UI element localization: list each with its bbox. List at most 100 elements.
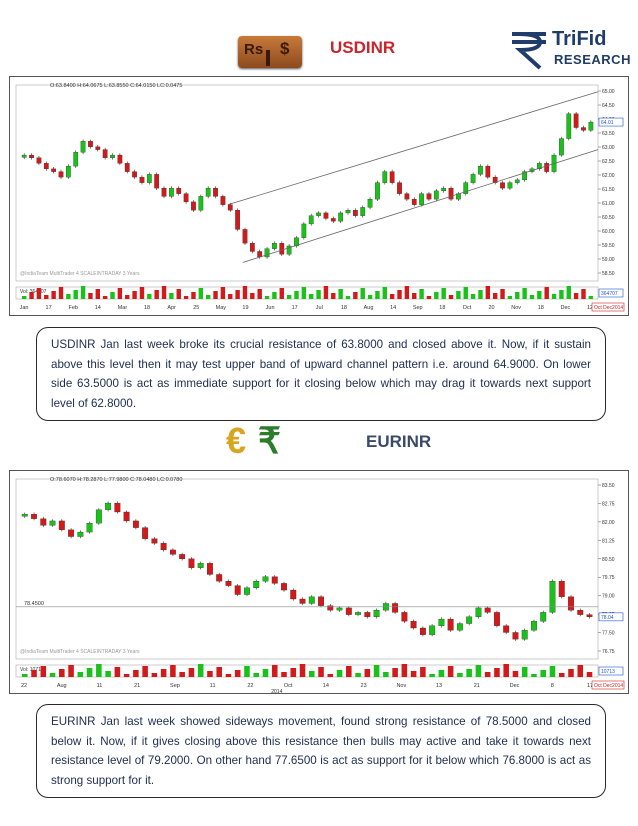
volume-bar <box>426 296 432 299</box>
volume-bar <box>154 290 159 299</box>
candle-body <box>21 514 28 517</box>
y-tick-label: 65.00 <box>602 89 615 95</box>
x-tick-label: 14 <box>323 683 329 689</box>
volume-bar <box>338 289 343 299</box>
eurinr-chart-svg: O:78.6070 H:78.2870 L:77.9800 C:78.0480 … <box>15 477 625 695</box>
y-tick-label: 59.00 <box>602 257 615 263</box>
price-panel <box>15 478 599 660</box>
eurinr-chart: O:78.6070 H:78.2870 L:77.9800 C:78.0480 … <box>9 470 629 695</box>
volume-bar <box>581 289 586 299</box>
candle-body <box>235 210 240 230</box>
date-box <box>591 302 625 312</box>
candle-body <box>216 574 223 582</box>
candle-body <box>58 520 65 530</box>
volume-bar <box>364 669 371 677</box>
candle-body <box>364 612 371 617</box>
volume-bar <box>522 288 527 299</box>
candle-body <box>197 563 204 568</box>
volume-bar <box>216 667 222 677</box>
y-tick-label: 76.75 <box>602 649 615 655</box>
trifid-research-text: RESEARCH <box>554 52 631 67</box>
candle-body <box>327 605 334 611</box>
volume-value-box <box>598 288 624 298</box>
candle-body <box>114 502 121 513</box>
x-tick-label: 12 <box>587 305 593 311</box>
candle-body <box>456 623 463 631</box>
candle-body <box>375 182 380 200</box>
volume-bar <box>500 289 505 299</box>
candle-body <box>123 511 130 522</box>
candle-body <box>522 171 527 181</box>
volume-bar <box>250 293 255 299</box>
volume-bar <box>114 667 121 677</box>
date-box <box>591 680 625 690</box>
volume-bar <box>299 664 306 677</box>
volume-bar <box>22 296 27 299</box>
volume-bar <box>31 670 37 677</box>
candle-body <box>290 589 297 600</box>
candle-body <box>154 174 160 189</box>
candle-body <box>213 187 218 197</box>
x-tick-label: Dec <box>510 683 520 689</box>
candle-body <box>176 187 182 194</box>
volume-bar <box>478 290 483 299</box>
candle-body <box>429 625 436 635</box>
volume-bar <box>66 294 71 299</box>
volume-bar <box>169 293 174 299</box>
x-tick-label: 18 <box>144 305 150 311</box>
volume-bar <box>544 287 549 299</box>
volume-bar <box>294 291 299 299</box>
y-tick-label: 80.50 <box>602 557 615 563</box>
candle-body <box>448 187 454 200</box>
current-price-text: 78.04 <box>601 615 614 621</box>
candle-body <box>316 212 321 216</box>
volume-bar <box>353 292 358 299</box>
volume-bar <box>475 665 482 677</box>
volume-bar <box>281 672 287 677</box>
volume-bar <box>279 288 284 299</box>
candle-body <box>225 581 232 586</box>
ohlc-header: O:63.8400 H:64.0675 L:63.8550 C:64.0150 … <box>50 83 182 89</box>
volume-bar <box>551 294 557 299</box>
volume-bar <box>117 288 123 299</box>
candle-body <box>110 154 115 158</box>
volume-bar <box>392 668 398 677</box>
candle-body <box>151 538 158 544</box>
volume-bar <box>540 670 547 677</box>
volume-bar <box>484 672 491 677</box>
x-tick-label: 14 <box>390 305 396 311</box>
x-tick-label: 18 <box>538 305 544 311</box>
candle-body <box>124 163 130 172</box>
y-tick-label: 81.25 <box>602 538 615 544</box>
candle-body <box>558 581 565 597</box>
date-box-text: Oct Dec2014 <box>594 305 623 311</box>
x-tick-label: Mar <box>118 305 128 311</box>
candle-body <box>581 127 586 131</box>
candle-body <box>257 251 263 258</box>
candle-body <box>588 121 594 131</box>
candle-body <box>503 625 510 633</box>
candle-body <box>401 612 408 622</box>
volume-bar <box>262 669 269 677</box>
candle-body <box>404 193 410 200</box>
x-tick-label: 8 <box>551 683 554 689</box>
volume-bar <box>360 288 365 299</box>
candle-body <box>410 621 417 629</box>
candle-body <box>132 171 137 178</box>
candle-body <box>318 596 324 606</box>
volume-value-text: 10713 <box>601 669 615 675</box>
candle-body <box>397 182 402 194</box>
candle-body <box>500 182 505 189</box>
volume-bar <box>95 289 101 299</box>
volume-bar <box>191 292 196 299</box>
volume-bar <box>419 289 424 299</box>
candle-body <box>161 187 167 197</box>
y-tick-label: 79.75 <box>602 575 615 581</box>
volume-value-box <box>598 666 624 676</box>
trifid-logo-text: TriFid <box>552 28 607 50</box>
volume-bar <box>235 290 240 299</box>
volume-bar <box>133 670 139 677</box>
candle-body <box>205 187 211 197</box>
volume-bar <box>420 667 426 677</box>
candle-body <box>336 607 343 611</box>
